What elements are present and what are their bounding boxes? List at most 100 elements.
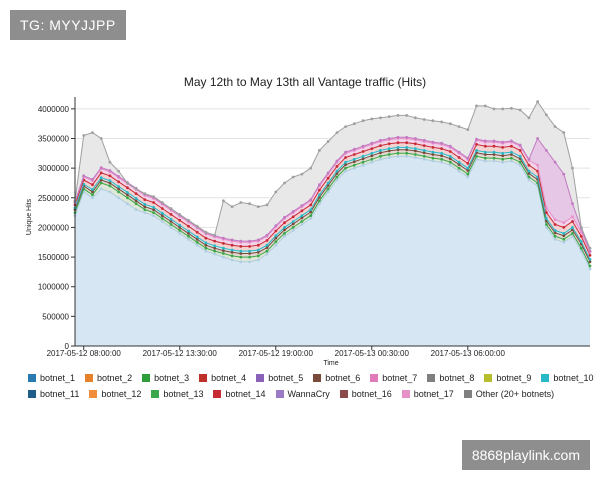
data-point xyxy=(510,106,513,110)
data-point xyxy=(553,237,557,241)
legend-label: botnet_2 xyxy=(97,373,133,383)
data-point xyxy=(466,172,470,176)
data-point xyxy=(492,153,496,156)
data-point xyxy=(405,141,409,145)
data-point xyxy=(283,228,286,232)
data-point xyxy=(213,246,217,250)
data-point xyxy=(91,190,94,194)
data-point xyxy=(553,234,557,238)
legend-item[interactable]: botnet_14 xyxy=(213,389,266,399)
legend-swatch xyxy=(199,374,208,382)
data-point xyxy=(361,160,365,164)
data-point xyxy=(326,176,330,180)
legend-item[interactable]: botnet_9 xyxy=(484,373,531,383)
data-point xyxy=(195,230,199,234)
legend-item[interactable]: Other (20+ botnets) xyxy=(463,389,554,399)
data-point xyxy=(239,255,243,259)
legend-item[interactable]: botnet_6 xyxy=(313,373,360,383)
data-point xyxy=(562,226,566,229)
legend-item[interactable]: WannaCry xyxy=(275,389,330,399)
legend-item[interactable]: botnet_5 xyxy=(256,373,303,383)
footer-link[interactable]: 8868playlink.com xyxy=(461,440,590,470)
data-point xyxy=(134,208,138,212)
data-point xyxy=(405,146,409,149)
legend-item[interactable]: botnet_16 xyxy=(339,389,392,399)
data-point xyxy=(518,143,522,147)
data-point xyxy=(187,237,190,241)
legend-swatch xyxy=(28,374,36,382)
legend-item[interactable]: botnet_1 xyxy=(28,373,75,383)
legend-label: botnet_16 xyxy=(351,389,392,399)
data-point xyxy=(309,214,313,218)
data-point xyxy=(178,223,182,227)
data-point xyxy=(431,153,435,156)
y-tick-label: 0 xyxy=(65,342,70,351)
data-point xyxy=(169,213,173,216)
data-point xyxy=(300,216,304,220)
data-point xyxy=(344,160,347,164)
data-point xyxy=(379,149,382,152)
data-point xyxy=(536,163,539,167)
data-point xyxy=(483,159,487,163)
data-point xyxy=(99,187,103,191)
legend-item[interactable]: botnet_10 xyxy=(541,373,593,383)
legend-item[interactable]: botnet_4 xyxy=(199,373,246,383)
data-point xyxy=(160,220,164,223)
legend-item[interactable]: botnet_3 xyxy=(142,373,189,383)
legend-item[interactable]: botnet_8 xyxy=(427,373,474,383)
data-point xyxy=(117,169,120,173)
data-point xyxy=(501,151,505,155)
data-point xyxy=(213,239,217,243)
data-point xyxy=(475,137,478,141)
legend-swatch xyxy=(85,374,94,382)
legend-item[interactable]: botnet_2 xyxy=(85,373,132,383)
data-point xyxy=(82,134,86,137)
data-point xyxy=(379,138,382,142)
legend-item[interactable]: botnet_12 xyxy=(89,389,141,399)
data-point xyxy=(379,144,382,148)
data-point xyxy=(571,202,574,206)
data-point xyxy=(361,154,365,158)
data-point xyxy=(265,252,269,256)
data-point xyxy=(545,149,548,152)
data-point xyxy=(195,243,199,247)
data-point xyxy=(169,226,173,229)
data-point xyxy=(178,218,182,222)
legend-label: botnet_5 xyxy=(268,373,304,383)
data-point xyxy=(370,141,374,145)
data-point xyxy=(457,150,461,154)
data-point xyxy=(510,156,513,160)
data-point xyxy=(545,206,548,210)
data-point xyxy=(553,125,557,128)
legend-item[interactable]: botnet_13 xyxy=(151,389,203,399)
data-point xyxy=(379,116,382,120)
legend-item[interactable]: botnet_7 xyxy=(370,373,417,383)
data-point xyxy=(134,187,138,191)
data-point xyxy=(222,236,225,240)
data-point xyxy=(501,140,505,144)
data-point xyxy=(91,196,94,200)
legend-label: botnet_9 xyxy=(496,373,532,383)
data-point xyxy=(352,122,356,126)
data-point xyxy=(91,188,94,191)
legend-swatch xyxy=(484,374,493,382)
data-point xyxy=(160,217,164,220)
data-point xyxy=(265,203,269,207)
legend-swatch xyxy=(89,390,98,398)
data-point xyxy=(588,253,592,257)
legend-swatch xyxy=(401,390,410,398)
data-point xyxy=(501,154,505,158)
data-point xyxy=(335,165,339,168)
data-point xyxy=(396,146,400,149)
data-point xyxy=(405,154,409,158)
legend-item[interactable]: botnet_11 xyxy=(28,389,79,399)
legend-item[interactable]: botnet_17 xyxy=(401,389,454,399)
data-point xyxy=(387,115,391,118)
data-point xyxy=(562,237,566,241)
data-point xyxy=(222,252,225,255)
data-point xyxy=(483,153,487,156)
data-point xyxy=(204,243,208,247)
y-tick-label: 1000000 xyxy=(38,283,70,292)
data-point xyxy=(335,169,339,173)
data-point xyxy=(178,229,182,232)
